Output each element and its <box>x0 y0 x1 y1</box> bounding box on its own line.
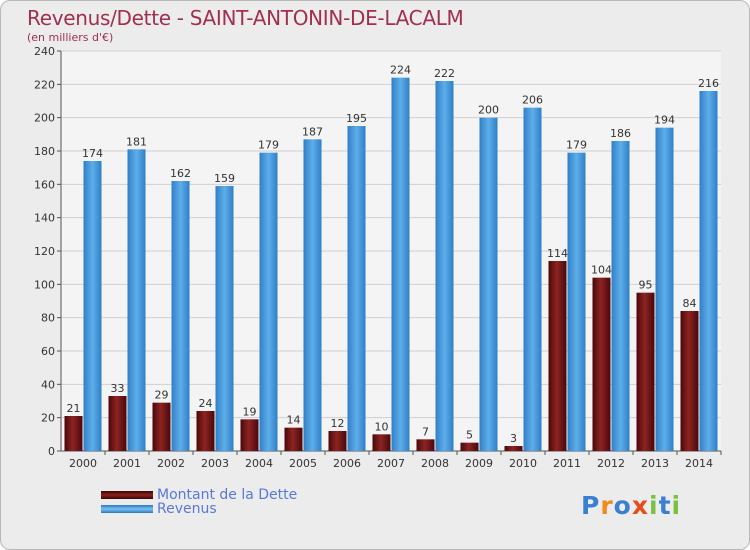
bar-revenus <box>347 126 366 451</box>
bar-dette <box>636 292 655 451</box>
data-label-dette: 12 <box>331 417 345 430</box>
bar-revenus <box>611 141 630 451</box>
y-tick-label: 220 <box>34 78 55 91</box>
bar-revenus <box>303 139 322 452</box>
bar-revenus <box>699 91 718 451</box>
x-tick-label: 2000 <box>69 457 97 470</box>
y-tick-label: 120 <box>34 245 55 258</box>
proxiti-logo: Proxiti <box>581 491 682 520</box>
bar-revenus <box>479 117 498 452</box>
bar-revenus <box>655 127 674 452</box>
legend-label-dette: Montant de la Dette <box>157 487 298 503</box>
y-tick-label: 60 <box>41 345 55 358</box>
bar-revenus <box>523 107 542 452</box>
data-label-revenus: 194 <box>654 114 675 127</box>
data-label-dette: 114 <box>547 247 568 260</box>
data-label-revenus: 216 <box>698 77 719 90</box>
data-label-dette: 24 <box>199 397 213 410</box>
bar-revenus <box>391 77 410 452</box>
bar-dette <box>416 439 435 451</box>
data-label-dette: 84 <box>683 297 697 310</box>
x-tick-label: 2008 <box>421 457 449 470</box>
data-label-dette: 14 <box>287 414 301 427</box>
data-label-dette: 19 <box>243 405 257 418</box>
y-tick-label: 100 <box>34 278 55 291</box>
bar-revenus <box>567 152 586 451</box>
data-label-dette: 3 <box>510 432 517 445</box>
bar-revenus <box>83 161 102 451</box>
bar-revenus <box>171 181 190 451</box>
bar-dette <box>152 402 171 451</box>
legend-swatch-dette <box>101 491 153 499</box>
x-tick-label: 2009 <box>465 457 493 470</box>
data-label-dette: 29 <box>155 389 169 402</box>
y-tick-label: 200 <box>34 112 55 125</box>
x-tick-label: 2014 <box>685 457 713 470</box>
chart-subtitle: (en milliers d'€) <box>27 31 114 44</box>
data-label-revenus: 162 <box>170 167 191 180</box>
x-tick-label: 2007 <box>377 457 405 470</box>
data-label-revenus: 206 <box>522 94 543 107</box>
y-tick-label: 140 <box>34 212 55 225</box>
chart-title: Revenus/Dette - SAINT-ANTONIN-DE-LACALM <box>27 6 464 30</box>
y-tick-label: 180 <box>34 145 55 158</box>
y-tick-label: 240 <box>34 45 55 58</box>
data-label-revenus: 181 <box>126 135 147 148</box>
data-label-revenus: 174 <box>82 147 103 160</box>
legend-label-revenus: Revenus <box>157 501 217 517</box>
bar-revenus <box>215 186 234 451</box>
bar-dette <box>196 411 215 451</box>
data-label-dette: 33 <box>111 382 125 395</box>
y-tick-label: 0 <box>48 445 55 458</box>
data-label-dette: 95 <box>639 279 653 292</box>
bar-dette <box>240 419 259 451</box>
x-tick-label: 2003 <box>201 457 229 470</box>
x-tick-label: 2013 <box>641 457 669 470</box>
bar-dette <box>460 442 479 451</box>
bar-dette <box>592 277 611 451</box>
data-label-revenus: 186 <box>610 127 631 140</box>
x-tick-label: 2006 <box>333 457 361 470</box>
bar-dette <box>680 311 699 451</box>
data-label-dette: 5 <box>466 429 473 442</box>
bar-dette <box>328 431 347 451</box>
x-tick-label: 2004 <box>245 457 273 470</box>
bar-dette <box>64 416 83 451</box>
data-label-revenus: 187 <box>302 125 323 138</box>
x-tick-label: 2010 <box>509 457 537 470</box>
bar-dette <box>108 396 127 451</box>
bar-dette <box>372 434 391 451</box>
bar-revenus <box>259 152 278 451</box>
bar-dette <box>548 261 567 451</box>
bar-revenus <box>127 149 146 452</box>
data-label-dette: 104 <box>591 264 612 277</box>
data-label-dette: 7 <box>422 425 429 438</box>
x-tick-label: 2011 <box>553 457 581 470</box>
data-label-revenus: 179 <box>566 139 587 152</box>
legend-item-dette: Montant de la Dette <box>101 487 297 503</box>
data-label-revenus: 159 <box>214 172 235 185</box>
x-tick-label: 2012 <box>597 457 625 470</box>
y-tick-label: 20 <box>41 412 55 425</box>
x-tick-label: 2001 <box>113 457 141 470</box>
y-tick-label: 40 <box>41 378 55 391</box>
data-label-dette: 10 <box>375 420 389 433</box>
y-tick-label: 160 <box>34 178 55 191</box>
data-label-revenus: 224 <box>390 64 411 77</box>
data-label-revenus: 222 <box>434 67 455 80</box>
legend-swatch-revenus <box>101 505 153 513</box>
data-label-revenus: 179 <box>258 139 279 152</box>
data-label-revenus: 200 <box>478 104 499 117</box>
x-tick-label: 2002 <box>157 457 185 470</box>
legend-item-revenus: Revenus <box>101 501 217 517</box>
x-tick-label: 2005 <box>289 457 317 470</box>
data-label-revenus: 195 <box>346 112 367 125</box>
data-label-dette: 21 <box>67 402 81 415</box>
bar-revenus <box>435 81 454 451</box>
bar-dette <box>504 446 523 451</box>
y-tick-label: 80 <box>41 312 55 325</box>
bar-dette <box>284 427 303 451</box>
